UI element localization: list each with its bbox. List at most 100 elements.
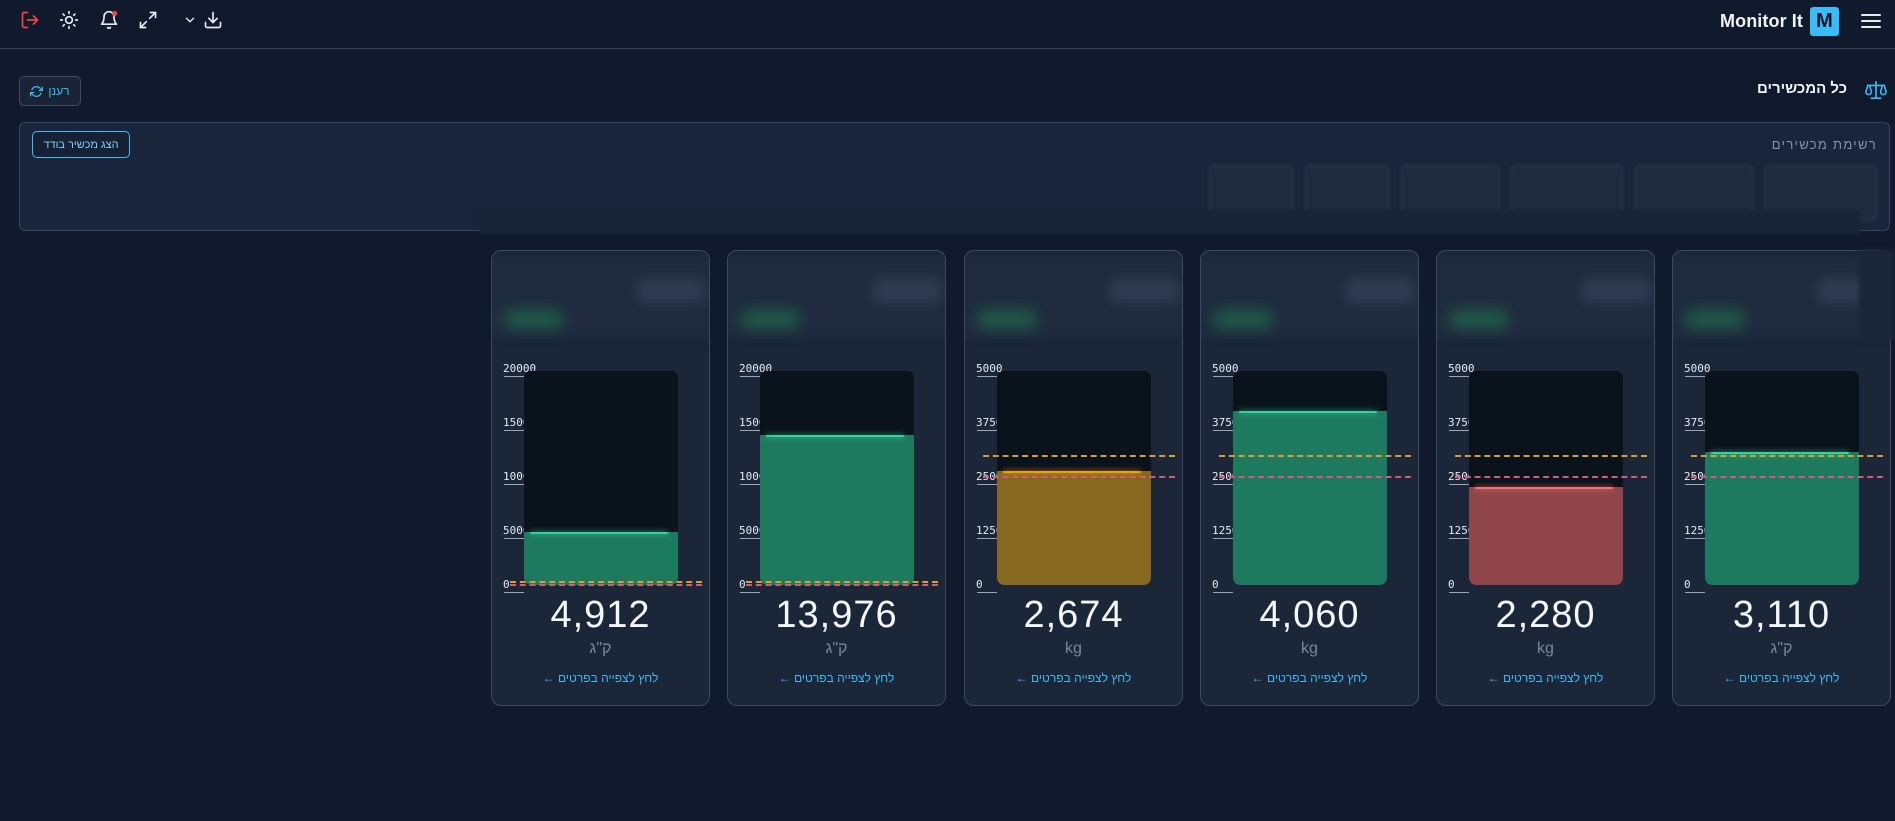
menu-icon[interactable] bbox=[1859, 9, 1883, 33]
threshold-line-high bbox=[1219, 455, 1411, 457]
view-details-link[interactable]: ← לחץ לצפייה בפרטים bbox=[1015, 671, 1132, 685]
level-surface bbox=[1711, 452, 1849, 454]
scale-tick-label: 0 bbox=[503, 578, 510, 591]
scale-tick-label: 3750 bbox=[1684, 416, 1711, 429]
scale-tick-label: 3750 bbox=[1448, 416, 1475, 429]
scale-tick-label: 1250 bbox=[1684, 524, 1711, 537]
view-details-link[interactable]: ← לחץ לצפייה בפרטים bbox=[1487, 671, 1604, 685]
card-header-blurred bbox=[1673, 256, 1890, 338]
scale-tick-line bbox=[977, 376, 997, 377]
refresh-label: רענן bbox=[48, 84, 70, 98]
device-card[interactable]: 5000 3750 2500 1250 0 4,060 kg ← לחץ לצפייה בפ… bbox=[1200, 250, 1419, 706]
scale-tick-label: 5000 bbox=[739, 524, 766, 537]
refresh-icon bbox=[30, 85, 44, 97]
scale-icon bbox=[1865, 80, 1887, 100]
scale-tick-line bbox=[740, 592, 760, 593]
scale-tick-line bbox=[1213, 376, 1233, 377]
brand[interactable]: Monitor It M bbox=[1720, 6, 1839, 36]
level-fill bbox=[1233, 411, 1387, 585]
device-list-label: רשימת מכשירים bbox=[1771, 137, 1877, 152]
view-details-link[interactable]: ← לחץ לצפייה בפרטים bbox=[1251, 671, 1368, 685]
blurred-overlay bbox=[480, 210, 1860, 234]
bell-icon[interactable] bbox=[94, 6, 124, 34]
scale-tick-line bbox=[1213, 484, 1233, 485]
device-card[interactable]: 20000 15000 10000 5000 0 4,912 ק"ג ← לחץ לצפיי… bbox=[491, 250, 710, 706]
weight-value: 2,280 bbox=[1495, 594, 1596, 636]
level-gauge bbox=[524, 371, 678, 585]
app-logo: M bbox=[1810, 6, 1839, 36]
view-details-link[interactable]: ← לחץ לצפייה בפרטים bbox=[778, 671, 895, 685]
card-header-blurred bbox=[1437, 256, 1654, 338]
scale-tick-line bbox=[504, 430, 524, 431]
scale-tick-line bbox=[977, 592, 997, 593]
scale-tick-line bbox=[504, 592, 524, 593]
refresh-button[interactable]: רענן bbox=[19, 76, 81, 106]
level-gauge bbox=[1705, 371, 1859, 585]
scale-tick-line bbox=[504, 538, 524, 539]
level-fill bbox=[524, 532, 678, 585]
scale-tick-label: 3750 bbox=[1212, 416, 1239, 429]
weight-unit: kg bbox=[1301, 640, 1318, 657]
scale-tick-label: 0 bbox=[1212, 578, 1219, 591]
scale-tick-line bbox=[1685, 376, 1705, 377]
threshold-line-low bbox=[1455, 476, 1647, 478]
level-fill bbox=[997, 471, 1151, 585]
level-surface bbox=[530, 532, 668, 534]
level-surface bbox=[1475, 487, 1613, 489]
scale-tick-label: 0 bbox=[1448, 578, 1455, 591]
scale-tick-label: 1250 bbox=[976, 524, 1003, 537]
sun-icon[interactable] bbox=[54, 6, 84, 34]
threshold-line-high bbox=[746, 581, 938, 583]
threshold-line-high bbox=[1691, 455, 1883, 457]
scale-tick-line bbox=[1449, 430, 1469, 431]
scale-tick-label: 0 bbox=[1684, 578, 1691, 591]
app-title: Monitor It bbox=[1720, 10, 1803, 31]
level-surface bbox=[1003, 471, 1141, 473]
scale-tick-line bbox=[1685, 484, 1705, 485]
scale-tick-line bbox=[977, 484, 997, 485]
weight-unit: ק"ג bbox=[1770, 640, 1793, 657]
scale-tick-label: 1250 bbox=[1448, 524, 1475, 537]
card-header-blurred bbox=[1201, 256, 1418, 338]
threshold-line-low bbox=[1691, 476, 1883, 478]
level-fill bbox=[760, 435, 914, 585]
weight-unit: kg bbox=[1065, 640, 1082, 657]
scale-tick-line bbox=[740, 430, 760, 431]
device-card[interactable]: 5000 3750 2500 1250 0 3,110 ק"ג ← לחץ לצפייה ב… bbox=[1672, 250, 1891, 706]
threshold-line-high bbox=[1455, 455, 1647, 457]
weight-unit: ק"ג bbox=[825, 640, 848, 657]
threshold-line-low bbox=[746, 584, 938, 586]
device-card[interactable]: 5000 3750 2500 1250 0 2,674 kg ← לחץ לצפייה בפ… bbox=[964, 250, 1183, 706]
scale-tick-line bbox=[1213, 538, 1233, 539]
card-header-blurred bbox=[728, 256, 945, 338]
show-single-device-button[interactable]: הצג מכשיר בודד bbox=[32, 131, 130, 158]
scale-tick-label: 5000 bbox=[1448, 362, 1475, 375]
scale-tick-label: 5000 bbox=[976, 362, 1003, 375]
view-details-link[interactable]: ← לחץ לצפייה בפרטים bbox=[1723, 671, 1840, 685]
scale-tick-line bbox=[504, 484, 524, 485]
device-card[interactable]: 5000 3750 2500 1250 0 2,280 kg ← לחץ לצפייה בפ… bbox=[1436, 250, 1655, 706]
scale-tick-line bbox=[1449, 538, 1469, 539]
download-icon[interactable] bbox=[198, 6, 228, 34]
weight-unit: ק"ג bbox=[589, 640, 612, 657]
weight-value: 4,060 bbox=[1259, 594, 1360, 636]
scale-tick-line bbox=[1685, 592, 1705, 593]
scale-tick-line bbox=[977, 430, 997, 431]
scale-tick-line bbox=[977, 538, 997, 539]
weight-value: 3,110 bbox=[1732, 594, 1831, 636]
expand-icon[interactable] bbox=[133, 6, 163, 34]
scale-tick-line bbox=[1685, 430, 1705, 431]
scale-tick-line bbox=[740, 538, 760, 539]
weight-value: 4,912 bbox=[550, 594, 651, 636]
chevron-down-icon[interactable] bbox=[180, 6, 200, 34]
scale-tick-line bbox=[1213, 430, 1233, 431]
logout-icon[interactable] bbox=[15, 6, 45, 34]
scale-tick-line bbox=[1449, 592, 1469, 593]
scale-tick-line bbox=[1449, 484, 1469, 485]
view-details-link[interactable]: ← לחץ לצפייה בפרטים bbox=[542, 671, 659, 685]
weight-value: 2,674 bbox=[1023, 594, 1124, 636]
threshold-line-high bbox=[510, 581, 702, 583]
device-card[interactable]: 20000 15000 10000 5000 0 13,976 ק"ג ← לחץ לצפי… bbox=[727, 250, 946, 706]
scale-tick-label: 0 bbox=[739, 578, 746, 591]
weight-value: 13,976 bbox=[775, 594, 898, 636]
